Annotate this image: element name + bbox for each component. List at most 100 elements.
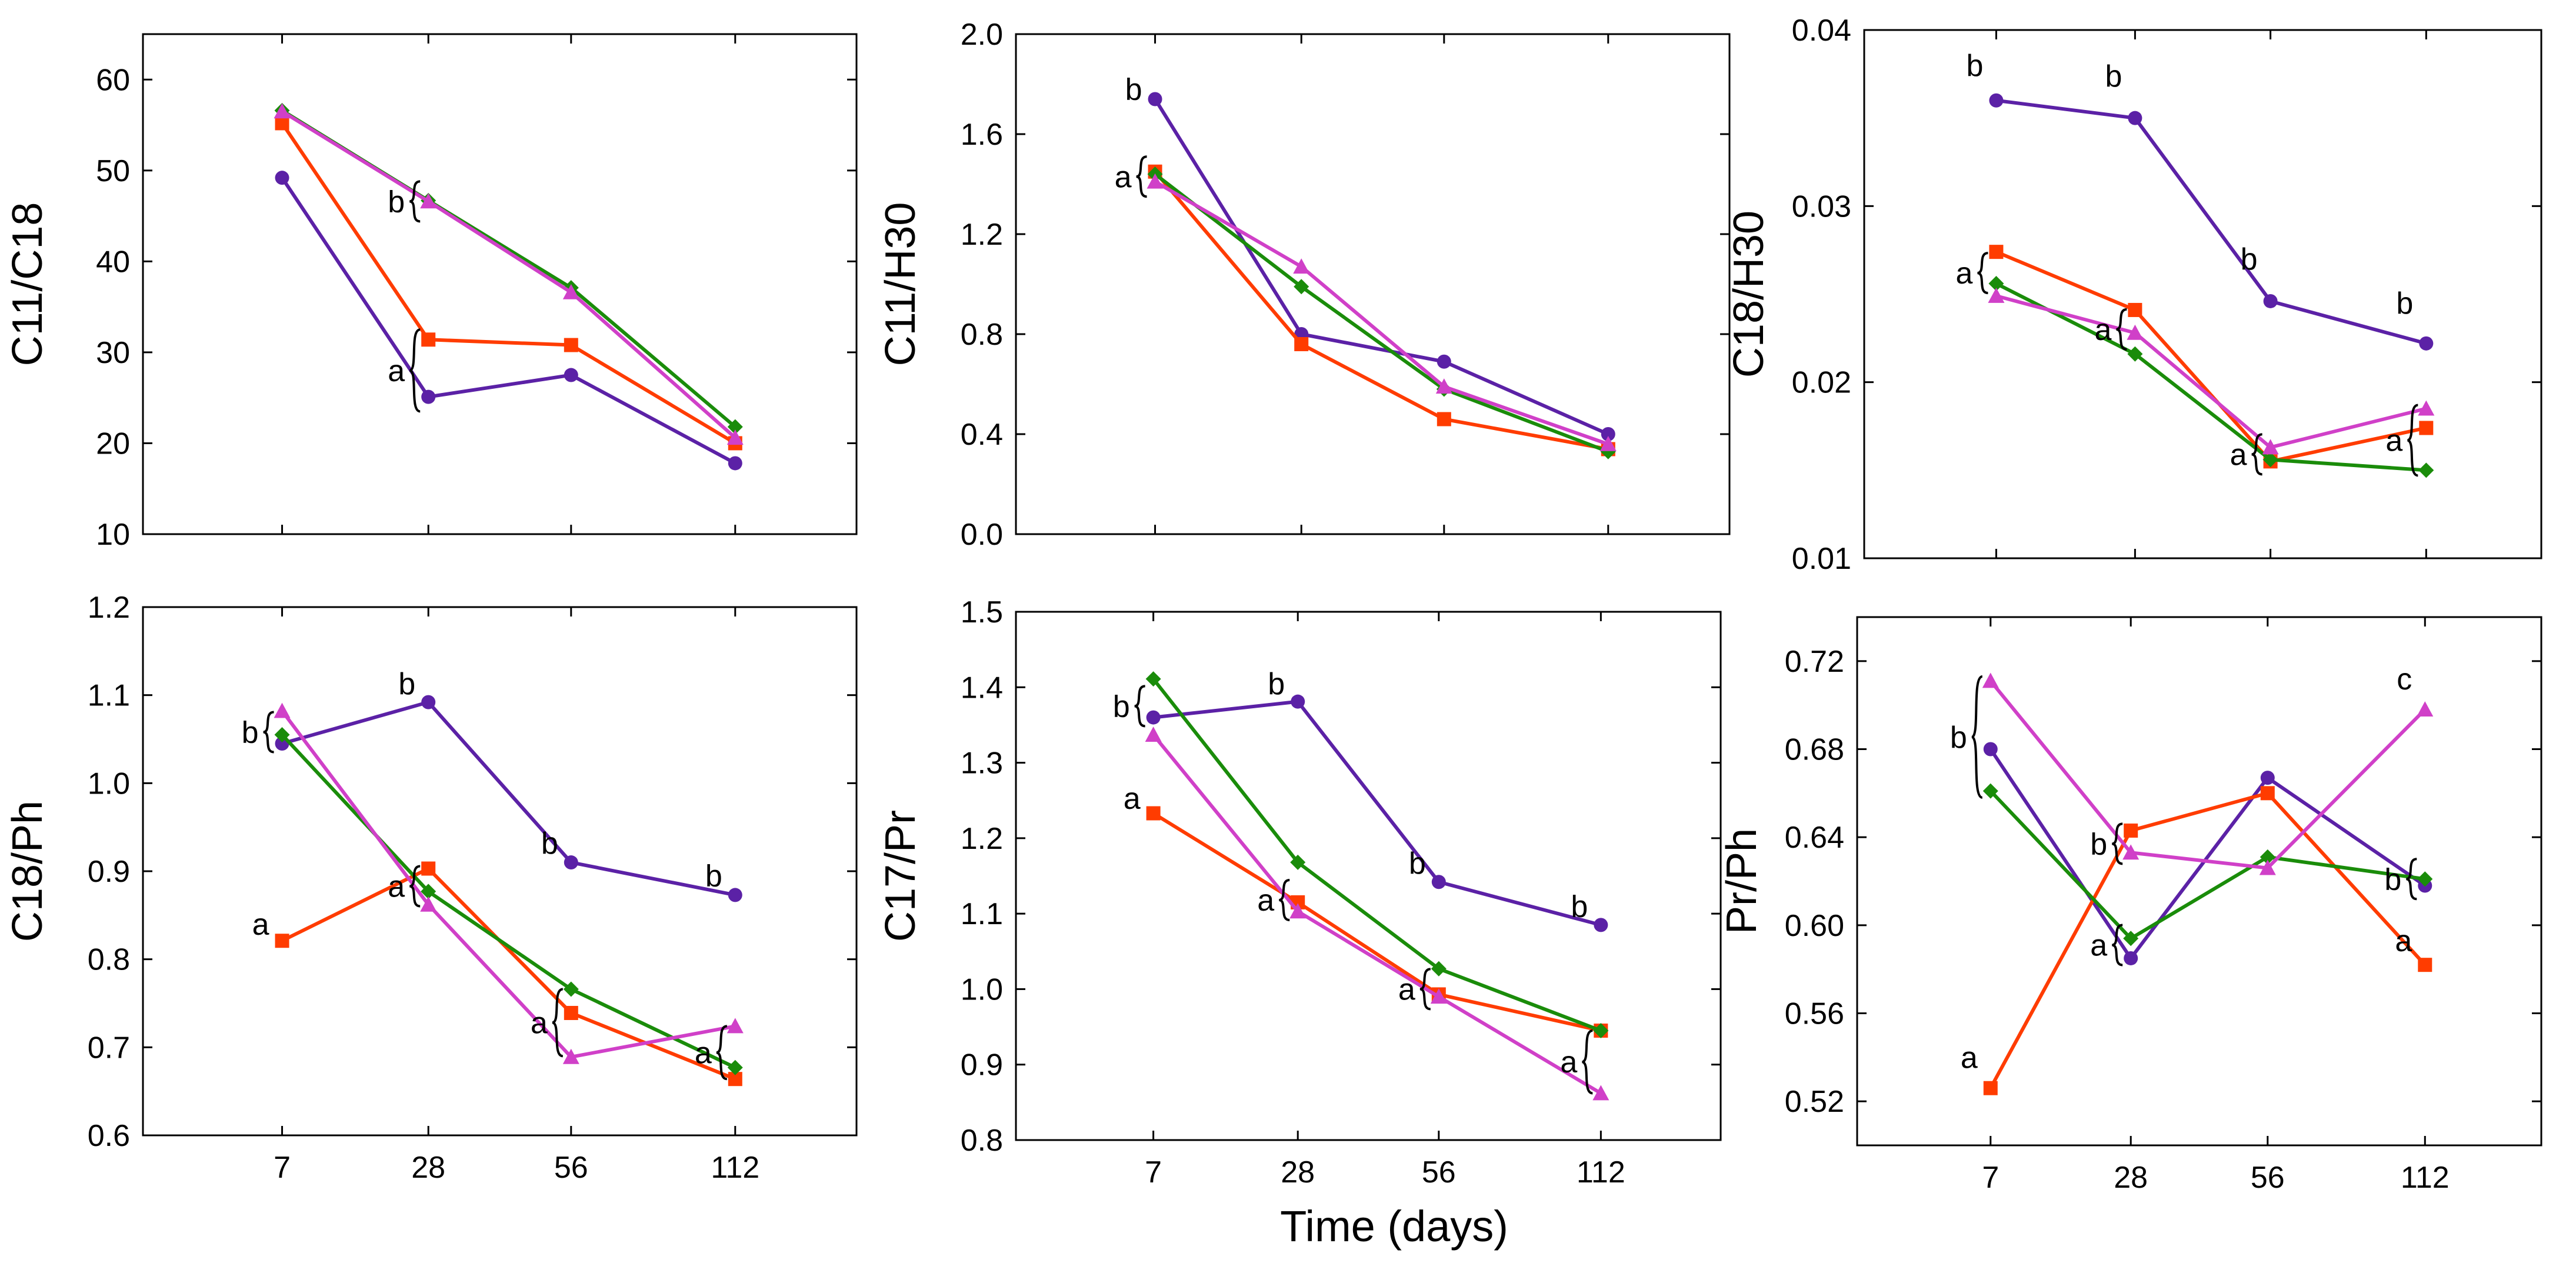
y-tick-label: 1.5 <box>961 595 1003 629</box>
significance-brace <box>2407 404 2418 477</box>
series-purple-point <box>2128 111 2142 125</box>
series-magenta-point <box>1982 672 1999 688</box>
series-red-point <box>564 338 578 352</box>
y-tick-label: 1.2 <box>961 218 1003 252</box>
significance-label: b <box>541 827 558 861</box>
y-tick-label: 1.2 <box>961 822 1003 856</box>
significance-label: a <box>2230 438 2247 472</box>
chart-c18-h30: 0.01 0.02 0.03 0.04 C18/H30 b b b b a a a a <box>1725 14 2542 576</box>
series-red-point <box>2260 786 2275 801</box>
y-tick-label: 30 <box>96 336 130 370</box>
series-green-point <box>727 419 743 435</box>
series-purple-point <box>2263 294 2278 308</box>
series-red-line <box>281 122 737 445</box>
series-red-line <box>281 867 736 1081</box>
series-magenta-point <box>274 103 291 119</box>
significance-brace <box>1419 968 1431 1011</box>
series-magenta-line <box>1989 679 2427 870</box>
series-magenta-point <box>562 284 579 299</box>
chart-panels: 102030405060C11/C18ba0.00.40.81.21.62.0C… <box>4 14 2542 1195</box>
y-tick-label: 0.03 <box>1792 189 1851 224</box>
series-purple-point <box>2260 771 2275 785</box>
significance-label: a <box>1961 1041 1978 1075</box>
y-tick-label: 60 <box>96 63 130 97</box>
significance-label: b <box>1967 49 1984 83</box>
significance-brace <box>409 328 421 413</box>
significance-brace <box>1977 252 1988 295</box>
series-magenta-point <box>1599 436 1617 451</box>
x-tick-label: 7 <box>1982 1161 1999 1195</box>
series-magenta-point <box>1988 287 2005 303</box>
y-tick-label: 1.0 <box>88 767 130 801</box>
x-tick-label: 56 <box>554 1151 588 1185</box>
y-tick-label: 20 <box>96 426 130 461</box>
significance-label: a <box>388 354 405 388</box>
y-axis-label: C11/C18 <box>4 202 51 366</box>
significance-label: a <box>1115 160 1132 194</box>
series-red-point <box>275 116 289 131</box>
series-purple-point <box>2124 951 2138 965</box>
significance-label: a <box>1257 884 1274 918</box>
x-tick-label: 28 <box>1281 1155 1315 1189</box>
series-green-point <box>2417 871 2433 887</box>
series-purple-point <box>421 695 436 709</box>
significance-label: b <box>2105 59 2122 94</box>
chart-c11-h30: 0.0 0.4 0.8 1.2 1.6 2.0 C11/H30 b a <box>877 18 1731 552</box>
significance-label: b <box>705 859 722 893</box>
series-red-line <box>1154 170 1609 451</box>
series-magenta-point <box>2259 859 2276 875</box>
y-tick-label: 1.6 <box>961 118 1003 152</box>
series-red-point <box>2419 421 2434 435</box>
series-green-point <box>563 981 579 997</box>
series-purple-point <box>728 888 742 902</box>
y-tick-label: 0.0 <box>961 518 1003 552</box>
y-tick-label: 0.4 <box>961 418 1003 452</box>
series-magenta-line <box>1152 734 1602 1095</box>
significance-brace <box>1971 675 1983 799</box>
y-tick-label: 2.0 <box>961 18 1003 52</box>
significance-label: a <box>2385 424 2402 458</box>
significance-label: b <box>2241 242 2258 276</box>
series-green-point <box>2123 931 2139 947</box>
series-green-line <box>1995 282 2427 472</box>
series-magenta-point <box>2418 400 2435 416</box>
y-tick-label: 0.9 <box>961 1048 1003 1082</box>
series-magenta-line <box>1995 294 2427 449</box>
x-tick-label: 112 <box>711 1151 759 1185</box>
y-tick-label: 1.4 <box>961 671 1003 705</box>
series-magenta-point <box>420 193 437 209</box>
y-tick-label: 0.72 <box>1785 645 1844 679</box>
significance-label: b <box>2396 286 2413 321</box>
series-purple-point <box>1594 918 1608 932</box>
y-tick-label: 0.8 <box>961 1124 1003 1158</box>
series-green-point <box>1988 276 2004 292</box>
chart-c11-c18: 10 20 30 40 50 60 C11/C18 b a <box>4 33 858 552</box>
series-magenta-line <box>281 709 736 1059</box>
x-tick-label: 56 <box>1422 1155 1456 1189</box>
y-axis-label: C18/Ph <box>4 801 51 942</box>
series-purple-point <box>2419 336 2434 351</box>
x-tick-label: 112 <box>1577 1155 1625 1189</box>
series-magenta-point <box>1592 1085 1609 1101</box>
series-purple-point <box>1431 875 1446 889</box>
y-tick-label: 0.01 <box>1792 542 1851 576</box>
y-tick-label: 10 <box>96 518 130 552</box>
series-purple-point <box>1291 694 1305 709</box>
significance-label: b <box>1113 689 1130 724</box>
y-tick-label: 0.9 <box>88 855 130 889</box>
series-magenta-point <box>2417 701 2434 717</box>
y-tick-label: 1.1 <box>88 679 130 713</box>
series-purple-point <box>421 389 436 404</box>
series-red-point <box>1146 806 1161 821</box>
series-green-point <box>727 1059 743 1075</box>
series-red-point <box>421 861 436 876</box>
series-red-line <box>1995 250 2427 464</box>
series-green-point <box>1145 671 1161 687</box>
series-purple-point <box>564 368 578 382</box>
series-magenta-line <box>1154 180 1609 446</box>
significance-brace <box>2251 433 2263 476</box>
series-purple-line <box>281 700 736 897</box>
series-green-point <box>1593 1022 1609 1038</box>
x-tick-label: 56 <box>2251 1161 2285 1195</box>
y-tick-label: 0.68 <box>1785 733 1844 767</box>
